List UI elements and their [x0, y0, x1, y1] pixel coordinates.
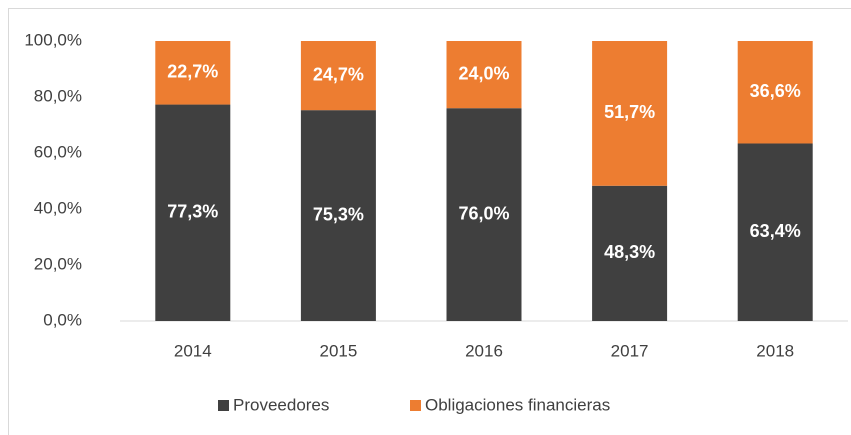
value-label: 22,7% [167, 62, 218, 82]
value-label: 75,3% [313, 204, 364, 224]
bar-segment [300, 110, 376, 321]
value-label: 48,3% [604, 242, 655, 262]
y-tick-label: 20,0% [34, 254, 82, 273]
value-label: 77,3% [167, 202, 218, 222]
bar-segment [592, 41, 668, 186]
y-tick-label: 100,0% [24, 30, 82, 49]
value-label: 63,4% [750, 221, 801, 241]
legend-label: Proveedores [233, 395, 329, 414]
x-tick-label: 2015 [319, 341, 357, 360]
value-label: 51,7% [604, 102, 655, 122]
y-tick-label: 0,0% [43, 310, 82, 329]
x-tick-label: 2014 [174, 341, 212, 360]
legend-swatch [410, 400, 421, 411]
value-label: 36,6% [750, 81, 801, 101]
chart-border [8, 8, 851, 435]
y-tick-label: 40,0% [34, 198, 82, 217]
legend-label: Obligaciones financieras [425, 395, 610, 414]
bar-segment [155, 41, 231, 105]
bar-segment [592, 185, 668, 321]
bar-segment [155, 104, 231, 321]
x-tick-label: 2016 [465, 341, 503, 360]
y-tick-label: 60,0% [34, 142, 82, 161]
value-label: 76,0% [458, 203, 509, 223]
value-label: 24,0% [458, 63, 509, 83]
x-tick-label: 2017 [611, 341, 649, 360]
bar-segment [446, 41, 522, 109]
bar-segment [737, 143, 813, 321]
x-tick-label: 2018 [756, 341, 794, 360]
bar-segment [300, 41, 376, 111]
bar-segment [737, 41, 813, 144]
y-tick-label: 80,0% [34, 86, 82, 105]
bar-segment [446, 108, 522, 321]
legend-swatch [218, 400, 229, 411]
value-label: 24,7% [313, 64, 364, 84]
